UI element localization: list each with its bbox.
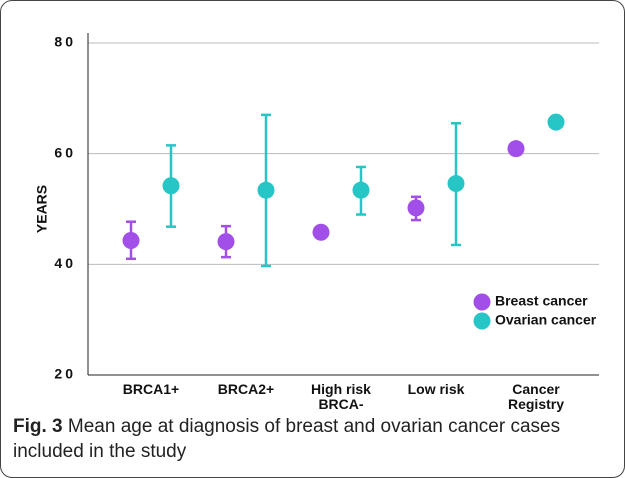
x-tick-label: Low risk <box>407 381 465 397</box>
legend-label: Breast cancer <box>495 293 588 309</box>
caption: Fig. 3 Mean age at diagnosis of breast a… <box>13 414 613 464</box>
y-tick-label: 60 <box>54 144 76 160</box>
caption-text: Mean age at diagnosis of breast and ovar… <box>13 416 561 462</box>
y-axis-label: YEARS <box>34 185 50 233</box>
point <box>352 181 370 199</box>
chart: 20 40 60 80 YEARS Breast cancer Ovarian cancer <box>34 33 599 382</box>
point <box>122 232 140 250</box>
x-tick-label: BRCA2+ <box>217 381 275 397</box>
x-tick-label: High risk BRCA- <box>311 381 371 412</box>
x-tick-label: BRCA1+ <box>122 381 180 397</box>
y-tick-label: 80 <box>54 34 76 50</box>
point <box>507 140 525 158</box>
caption-label: Fig. 3 <box>13 416 63 437</box>
point <box>217 233 235 251</box>
x-tick-label: Cancer Registry <box>507 381 565 412</box>
legend-label: Ovarian cancer <box>495 312 597 328</box>
point <box>257 181 275 199</box>
point <box>407 199 425 217</box>
y-tick-label: 40 <box>54 255 76 271</box>
point <box>547 113 565 131</box>
point <box>162 177 180 195</box>
legend-marker <box>473 293 491 311</box>
legend-marker <box>473 312 491 330</box>
point <box>447 175 465 193</box>
y-tick-label: 20 <box>54 366 76 382</box>
point <box>312 223 330 241</box>
